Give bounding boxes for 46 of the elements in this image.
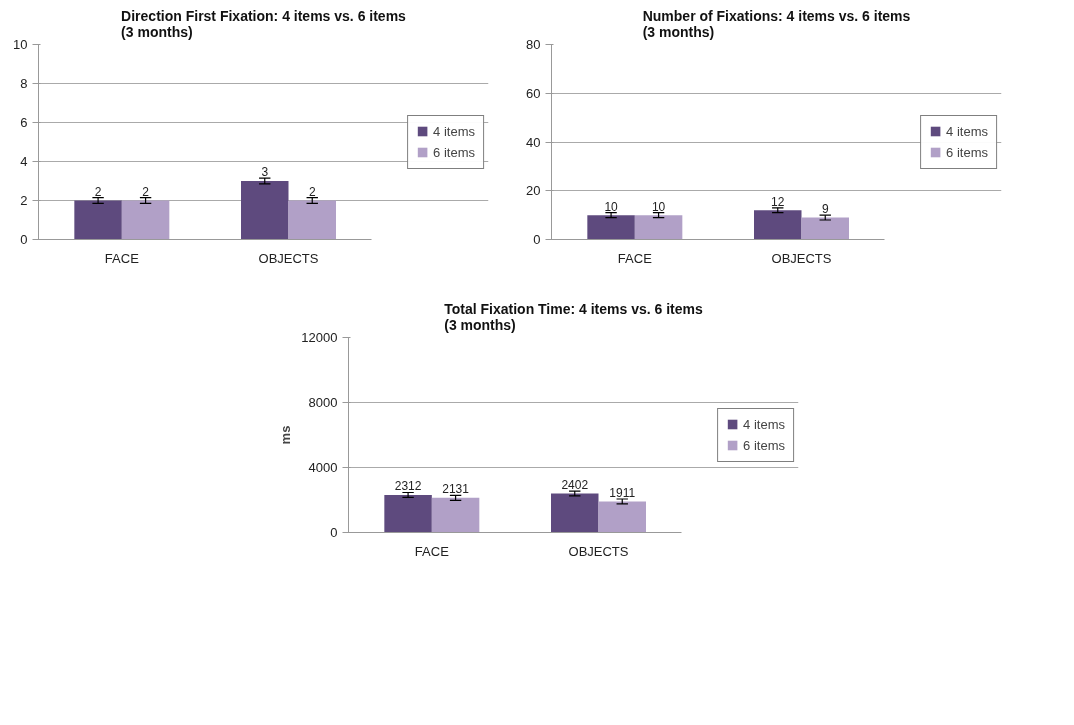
y-tick-label: 10 [13, 37, 28, 52]
y-tick-label: 0 [20, 232, 28, 247]
data-label: 2312 [394, 479, 422, 494]
legend-label: 6 items [946, 144, 988, 160]
legend-label: 6 items [743, 437, 785, 453]
x-tick-label: FACE [104, 250, 140, 266]
x-tick-label: FACE [414, 543, 450, 559]
bar [431, 497, 480, 533]
y-tick-label: 60 [526, 85, 541, 101]
y-tick-label: 12000 [301, 330, 338, 345]
y-tick-label: 4000 [308, 460, 338, 475]
chart-title: Total Fixation Time: 4 items vs. 6 items (3 months) [444, 300, 703, 333]
y-tick-label: 6 [20, 115, 28, 130]
legend-label: 6 items [433, 144, 475, 160]
data-label: 2 [142, 184, 150, 199]
y-tick-label: 40 [526, 134, 541, 150]
legend-label: 4 items [946, 123, 988, 139]
bar [551, 493, 599, 533]
legend-label: 4 items [433, 123, 475, 139]
chart-title: Direction First Fixation: 4 items vs. 6 items (3 months) [121, 7, 407, 40]
chart-title: Number of Fixations: 4 items vs. 6 items (3 months) [642, 7, 911, 40]
data-label: 2402 [561, 478, 589, 493]
y-axis-title: ms [278, 425, 294, 445]
y-tick-label: 0 [330, 525, 338, 540]
y-tick-label: 80 [526, 37, 541, 52]
x-tick-label: OBJECTS [771, 250, 832, 266]
y-tick-label: 8 [20, 76, 28, 91]
legend-label: 4 items [743, 416, 785, 432]
y-tick-label: 0 [533, 232, 541, 247]
data-label: 9 [821, 202, 829, 217]
data-label: 2131 [442, 482, 470, 497]
x-tick-label: OBJECTS [568, 543, 629, 559]
y-tick-label: 20 [526, 183, 541, 199]
data-label: 10 [651, 199, 666, 214]
data-label: 2 [94, 184, 102, 199]
bar [384, 494, 432, 533]
x-tick-label: FACE [617, 250, 653, 266]
data-label: 10 [604, 199, 619, 214]
y-tick-label: 4 [20, 154, 28, 169]
data-label: 1911 [609, 486, 636, 501]
bar [598, 501, 646, 533]
data-label: 3 [261, 165, 269, 180]
y-tick-label: 2 [20, 193, 28, 208]
data-label: 12 [771, 194, 785, 209]
x-tick-label: OBJECTS [258, 250, 319, 266]
y-tick-label: 8000 [308, 395, 338, 410]
